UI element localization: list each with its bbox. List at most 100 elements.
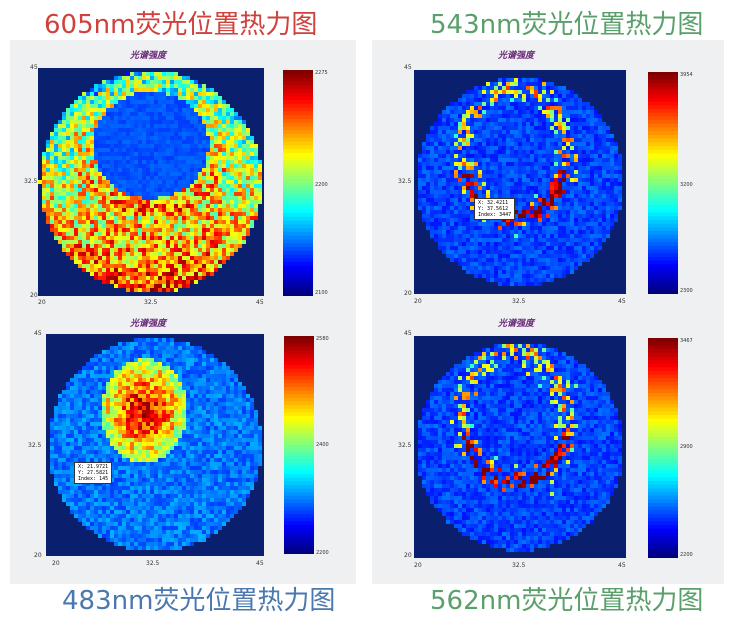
heatmap-cell (594, 126, 598, 130)
heatmap-cell (522, 134, 526, 138)
heatmap-cell (574, 238, 578, 242)
heatmap-cell (174, 116, 178, 120)
heatmap-cell (226, 144, 230, 148)
heatmap-cell (174, 120, 178, 124)
heatmap-cell (538, 262, 542, 266)
heatmap-cell (118, 232, 122, 236)
heatmap-cell (530, 250, 534, 254)
heatmap-cell (214, 164, 218, 168)
heatmap-cell (582, 154, 586, 158)
heatmap-cell (582, 206, 586, 210)
heatmap-cell (186, 140, 190, 144)
heatmap-cell (146, 220, 150, 224)
heatmap-cell (70, 232, 74, 236)
colorbar-segment (648, 227, 678, 232)
heatmap-cell (162, 228, 166, 232)
heatmap-cell (510, 154, 514, 158)
heatmap-cell (198, 108, 202, 112)
heatmap-cell (66, 244, 70, 248)
heatmap-cell (514, 146, 518, 150)
heatmap-cell (186, 132, 190, 136)
heatmap-cell (586, 222, 590, 226)
heatmap-cell (182, 100, 186, 104)
heatmap-cell (462, 154, 466, 158)
heatmap-cell (254, 156, 258, 160)
heatmap-cell (518, 158, 522, 162)
heatmap-cell (126, 240, 130, 244)
heatmap-cell (574, 262, 578, 266)
heatmap-cell (74, 144, 78, 148)
heatmap-cell (214, 160, 218, 164)
heatmap-cell (58, 148, 62, 152)
heatmap-cell (222, 244, 226, 248)
heatmap-cell (190, 108, 194, 112)
heatmap-cell (482, 98, 486, 102)
heatmap-cell (78, 148, 82, 152)
heatmap-cell (566, 258, 570, 262)
heatmap-cell (74, 140, 78, 144)
heatmap-cell (146, 108, 150, 112)
colorbar-segment (648, 112, 678, 117)
heatmap-cell (102, 116, 106, 120)
heatmap-cell (550, 174, 554, 178)
heatmap-cell (498, 82, 502, 86)
heatmap-cell (130, 216, 134, 220)
heatmap-cell (538, 110, 542, 114)
heatmap-cell (530, 202, 534, 206)
heatmap-cell (542, 278, 546, 282)
heatmap-cell (158, 362, 162, 366)
heatmap-cell (586, 254, 590, 258)
heatmap-cell (466, 266, 470, 270)
heatmap-cell (438, 178, 442, 182)
heatmap-cell (234, 228, 238, 232)
heatmap-cell (506, 130, 510, 134)
heatmap-cell (234, 112, 238, 116)
heatmap-cell (106, 80, 110, 84)
heatmap-cell (70, 236, 74, 240)
heatmap-cell (190, 280, 194, 284)
heatmap-cell (182, 116, 186, 120)
heatmap-cell (186, 236, 190, 240)
heatmap-cell (598, 186, 602, 190)
heatmap-cell (126, 342, 130, 346)
heatmap-cell (590, 182, 594, 186)
heatmap-cell (238, 232, 242, 236)
heatmap-cell (94, 378, 98, 382)
heatmap-cell (586, 198, 590, 202)
heatmap-cell (542, 234, 546, 238)
heatmap-cell (518, 122, 522, 126)
heatmap-cell (182, 280, 186, 284)
heatmap-cell (190, 164, 194, 168)
heatmap-cell (226, 148, 230, 152)
heatmap-cell (478, 270, 482, 274)
heatmap-cell (98, 252, 102, 256)
heatmap-cell (474, 194, 478, 198)
heatmap-cell (610, 226, 614, 230)
heatmap-cell (482, 254, 486, 258)
heatmap-cell (194, 156, 198, 160)
heatmap-cell (610, 178, 614, 182)
heatmap-cell (114, 216, 118, 220)
heatmap-cell (222, 184, 226, 188)
heatmap-cell (178, 350, 182, 354)
heatmap-cell (582, 190, 586, 194)
heatmap-cell (534, 262, 538, 266)
heatmap-cell (458, 118, 462, 122)
heatmap-cell (182, 272, 186, 276)
heatmap-cell (546, 238, 550, 242)
heatmap-cell (494, 246, 498, 250)
heatmap-cell (586, 190, 590, 194)
heatmap-cell (226, 204, 230, 208)
heatmap-cell (434, 234, 438, 238)
heatmap-cell (146, 358, 150, 362)
heatmap-cell (558, 194, 562, 198)
heatmap-cell (586, 250, 590, 254)
heatmap-cell (118, 272, 122, 276)
heatmap-cell (122, 196, 126, 200)
heatmap-cell (482, 110, 486, 114)
heatmap-cell (138, 240, 142, 244)
heatmap-cell (482, 134, 486, 138)
heatmap-cell (530, 114, 534, 118)
heatmap-cell (106, 216, 110, 220)
heatmap-cell (210, 192, 214, 196)
